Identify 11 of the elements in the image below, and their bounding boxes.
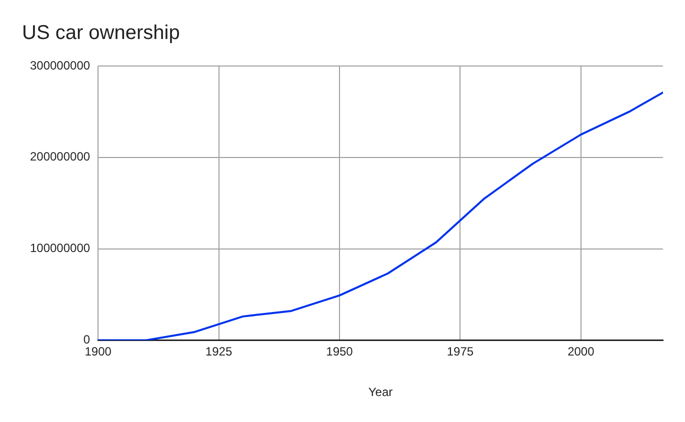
y-tick-label: 200000000	[30, 150, 90, 164]
x-axis-title: Year	[368, 385, 393, 400]
x-tick-label: 1900	[84, 344, 112, 359]
x-tick-label: 1975	[446, 344, 474, 359]
chart-title: US car ownership	[22, 21, 180, 45]
x-tick-label: 1950	[326, 344, 354, 359]
x-tick-label: 1925	[205, 344, 232, 359]
y-tick-label: 0	[83, 332, 90, 347]
y-tick-label: 300000000	[30, 58, 90, 72]
y-tick-label: 100000000	[30, 241, 90, 256]
x-tick-label: 2000	[568, 344, 595, 359]
